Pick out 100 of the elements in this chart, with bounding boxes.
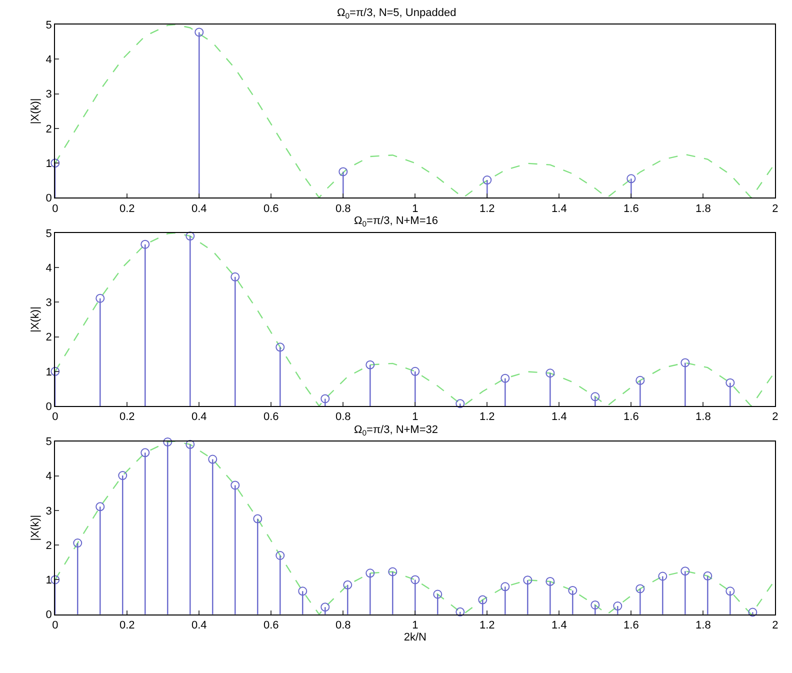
point: [320, 602, 330, 612]
point: [748, 608, 758, 617]
x-tick-label: 1.4: [552, 411, 567, 424]
point: [703, 571, 712, 580]
x-tick-label: 2: [772, 202, 778, 215]
x-tick-label: 1: [412, 411, 418, 424]
y-tick-label: 1: [46, 366, 52, 378]
point: [50, 158, 60, 168]
y-tick-label: 0: [46, 192, 52, 205]
point: [366, 568, 375, 578]
point: [298, 586, 308, 596]
y-tick-label: 3: [46, 505, 52, 518]
x-tick-label: 0.2: [119, 202, 135, 215]
x-tick-label: 0.6: [263, 202, 279, 215]
x-tick-label: 1.2: [480, 620, 495, 632]
point: [482, 176, 492, 185]
y-tick-label: 0: [46, 609, 52, 622]
y-axis-title: |X(k)|: [29, 306, 42, 332]
point: [478, 595, 488, 604]
x-tick-label: 0.4: [191, 202, 207, 215]
point: [253, 514, 262, 524]
x-tick-label: 1.4: [552, 202, 567, 215]
y-axis-title: |X(k)|: [29, 98, 42, 124]
y-tick-label: 5: [46, 228, 52, 240]
x-tick-label: 0.4: [191, 620, 207, 632]
x-tick-label: 0.6: [263, 411, 279, 424]
point: [500, 374, 510, 383]
y-tick-label: 4: [46, 54, 52, 66]
y-tick-label: 2: [46, 123, 52, 136]
point: [590, 600, 600, 610]
point: [343, 580, 352, 590]
y-tick-label: 1: [46, 574, 52, 587]
y-tick-label: 0: [46, 400, 52, 413]
point: [366, 360, 375, 370]
point: [726, 378, 735, 388]
point: [276, 342, 285, 352]
point: [410, 366, 420, 376]
x-tick-label: 0.8: [336, 620, 351, 632]
point: [546, 368, 555, 378]
x-tick-label: 1.6: [624, 620, 639, 632]
x-tick-label: 2: [772, 620, 778, 632]
x-tick-label: 1: [412, 202, 418, 215]
y-axis-title: |X(k)|: [29, 514, 42, 541]
point: [456, 399, 465, 408]
x-tick-label: 0.8: [336, 411, 351, 424]
point: [523, 576, 532, 585]
point: [613, 602, 622, 611]
point: [658, 572, 668, 581]
point: [230, 272, 240, 282]
y-tick-label: 5: [46, 436, 52, 448]
x-axis-title: 2k/N: [404, 632, 427, 644]
point: [338, 167, 348, 176]
x-tick-label: 1.8: [696, 202, 711, 215]
point: [50, 575, 60, 584]
point: [194, 28, 204, 37]
point: [590, 392, 600, 402]
point: [500, 582, 510, 592]
x-tick-label: 2: [772, 411, 778, 424]
point: [208, 454, 218, 464]
point: [140, 240, 150, 249]
y-tick-label: 5: [46, 19, 52, 32]
y-tick-label: 3: [46, 297, 52, 310]
point: [186, 232, 195, 241]
x-tick-label: 0.2: [119, 411, 135, 424]
y-tick-label: 3: [46, 88, 52, 101]
point: [230, 480, 240, 490]
y-tick-label: 2: [46, 540, 52, 552]
x-tick-label: 1.2: [480, 411, 495, 424]
point: [546, 576, 555, 586]
y-tick-label: 4: [46, 262, 52, 274]
y-tick-label: 2: [46, 332, 52, 344]
x-tick-label: 1.2: [480, 202, 495, 215]
x-tick-label: 1.6: [624, 202, 639, 215]
x-tick-label: 0.2: [119, 620, 135, 632]
point: [163, 437, 172, 446]
x-tick-label: 1.6: [624, 411, 639, 424]
x-tick-label: 1: [412, 620, 418, 632]
x-tick-label: 0.4: [191, 411, 207, 424]
point: [96, 502, 105, 512]
point: [680, 566, 690, 576]
x-tick-label: 1.8: [696, 411, 711, 424]
point: [626, 174, 636, 184]
point: [50, 366, 60, 376]
x-tick-label: 0.6: [263, 620, 279, 632]
point: [320, 394, 330, 404]
x-tick-label: 0.8: [336, 202, 351, 215]
point: [636, 584, 645, 594]
point: [456, 607, 465, 616]
point: [140, 448, 150, 458]
x-tick-label: 1.8: [696, 620, 711, 632]
chart-title: Ω$_{0}$=π/3, N=5, Unpadded: [337, 7, 456, 20]
y-tick-label: 4: [46, 470, 52, 483]
point: [118, 471, 128, 480]
point: [388, 567, 398, 576]
x-tick-label: 1.4: [552, 620, 567, 632]
point: [680, 358, 690, 368]
point: [726, 586, 735, 596]
point: [410, 575, 420, 584]
point: [186, 440, 195, 449]
point: [433, 590, 442, 599]
